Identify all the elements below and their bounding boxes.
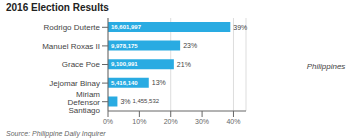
svg-text:13%: 13% bbox=[152, 79, 166, 86]
svg-text:30%: 30% bbox=[195, 118, 209, 125]
svg-text:Manuel Roxas II: Manuel Roxas II bbox=[42, 42, 100, 51]
svg-text:9,100,991: 9,100,991 bbox=[111, 61, 138, 67]
svg-text:9,978,175: 9,978,175 bbox=[111, 43, 138, 49]
svg-text:MiriamDefensorSantiago: MiriamDefensorSantiago bbox=[68, 90, 101, 115]
svg-text:39%: 39% bbox=[233, 24, 247, 31]
svg-text:Grace Poe: Grace Poe bbox=[62, 60, 101, 69]
svg-text:Jejomar Binay: Jejomar Binay bbox=[49, 79, 100, 88]
svg-text:3%: 3% bbox=[120, 98, 130, 105]
html-text:2016 Election Results: 2016 Election Results bbox=[6, 2, 109, 13]
svg-text:Rodrigo Duterte: Rodrigo Duterte bbox=[44, 23, 101, 32]
svg-text:20%: 20% bbox=[164, 118, 178, 125]
svg-text:23%: 23% bbox=[183, 42, 197, 49]
html-text:Philippines: Philippines bbox=[306, 62, 346, 71]
svg-text:5,416,140: 5,416,140 bbox=[111, 80, 138, 86]
svg-text:1,455,532: 1,455,532 bbox=[132, 98, 159, 104]
svg-text:16,601,997: 16,601,997 bbox=[111, 24, 142, 30]
svg-text:21%: 21% bbox=[177, 61, 191, 68]
svg-text:0%: 0% bbox=[103, 118, 113, 125]
html-text:Source: Philippine Daily Inqui: Source: Philippine Daily Inquirer bbox=[6, 130, 106, 137]
svg-text:10%: 10% bbox=[132, 118, 146, 125]
svg-text:40%: 40% bbox=[226, 118, 240, 125]
